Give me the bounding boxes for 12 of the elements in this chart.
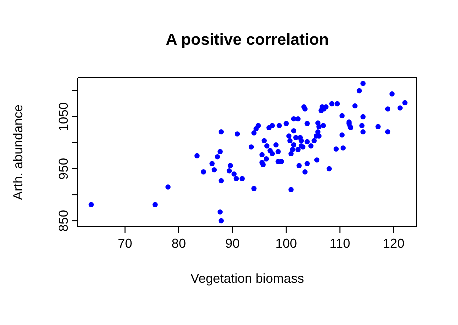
x-tick-label: 110 (330, 236, 351, 252)
x-tick-label: 100 (276, 236, 298, 252)
y-tick-label: 950 (56, 158, 71, 180)
y-axis-title: Arth. abundance (10, 104, 26, 200)
y-tick-label: 1050 (56, 102, 71, 132)
chart-title: A positive correlation (165, 32, 330, 50)
x-tick-label: 90 (225, 236, 240, 252)
y-tick-label: 850 (56, 210, 71, 232)
x-tick-label: 70 (118, 236, 133, 252)
x-tick-label: 80 (172, 236, 186, 252)
x-tick-label: 120 (383, 236, 405, 252)
x-axis-title: Vegetation biomass (190, 271, 305, 286)
